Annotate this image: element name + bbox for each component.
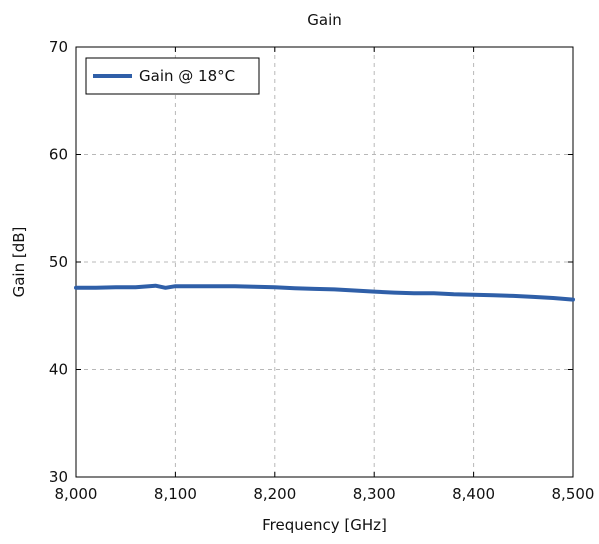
series-line — [74, 283, 575, 302]
x-tick-label: 8,200 — [253, 485, 296, 503]
y-axis-ticks: 30 40 50 60 70 — [49, 38, 573, 486]
y-tick-label: 60 — [49, 146, 68, 164]
chart-title: Gain — [307, 11, 342, 29]
y-axis-title: Gain [dB] — [10, 227, 28, 298]
y-tick-label: 40 — [49, 361, 68, 379]
series-layer — [74, 283, 575, 302]
x-tick-label: 8,400 — [452, 485, 495, 503]
legend-label: Gain @ 18°C — [139, 67, 235, 85]
y-tick-label: 30 — [49, 468, 68, 486]
y-tick-label: 70 — [49, 38, 68, 56]
y-tick-label: 50 — [49, 253, 68, 271]
x-axis-ticks: 8,000 8,100 8,200 8,300 8,400 8,500 — [55, 47, 595, 503]
x-tick-label: 8,500 — [552, 485, 595, 503]
x-tick-label: 8,300 — [353, 485, 396, 503]
legend: Gain @ 18°C — [85, 57, 260, 95]
x-axis-title: Frequency [GHz] — [262, 516, 387, 534]
x-tick-label: 8,100 — [154, 485, 197, 503]
grid-lines — [76, 47, 573, 477]
x-tick-label: 8,000 — [55, 485, 98, 503]
